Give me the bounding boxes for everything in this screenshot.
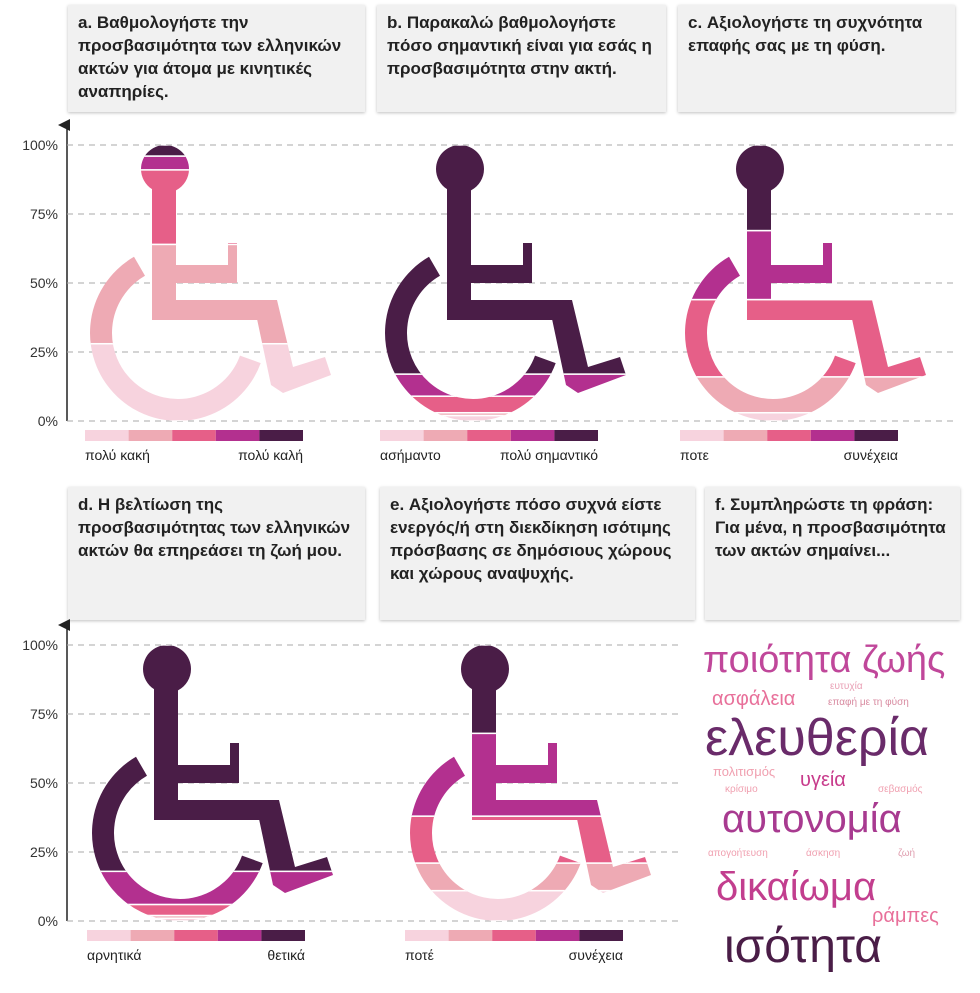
segment bbox=[385, 411, 626, 417]
legend-swatch bbox=[215, 430, 260, 441]
y-tick-label: 50% bbox=[30, 275, 58, 291]
legend-swatch bbox=[680, 430, 724, 441]
y-tick-label: 100% bbox=[22, 137, 58, 153]
legend-swatch bbox=[172, 430, 216, 441]
segment bbox=[410, 815, 651, 864]
legend-swatch bbox=[261, 930, 305, 941]
legend-swatch bbox=[510, 430, 555, 441]
question-box: f. Συμπληρώστε τη φράση: Για μένα, η προ… bbox=[705, 487, 960, 620]
segment bbox=[385, 414, 626, 422]
question-box: c. Αξιολογήστε τη συχνότητα επαφής σας μ… bbox=[678, 5, 955, 112]
segment bbox=[685, 411, 926, 422]
word: σεβασμός bbox=[878, 783, 923, 795]
question-box: e. Αξιολογήστε πόσο συχνά είστε ενεργός/… bbox=[380, 487, 695, 620]
legend-swatch bbox=[579, 930, 623, 941]
question-box: d. Η βελτίωση της προσβασιμότητας των ελ… bbox=[68, 487, 365, 620]
y-tick-label: 25% bbox=[30, 344, 58, 360]
word: άσκηση bbox=[806, 847, 840, 859]
legend-label: πολύ καλή bbox=[238, 447, 303, 463]
segment bbox=[92, 903, 333, 917]
word: ποιότητα ζωής bbox=[703, 639, 945, 681]
legend-swatch bbox=[492, 930, 536, 941]
segment bbox=[385, 373, 626, 397]
segment bbox=[685, 376, 926, 414]
legend-swatch bbox=[467, 430, 511, 441]
segment bbox=[685, 298, 926, 378]
legend-swatch bbox=[130, 930, 175, 941]
word: απογοήτευση bbox=[708, 847, 768, 859]
legend-swatch bbox=[535, 930, 580, 941]
segment bbox=[385, 395, 626, 414]
word: δικαίωμα bbox=[716, 865, 876, 909]
legend-label: αρνητικά bbox=[87, 947, 141, 963]
word: κρίσιμο bbox=[725, 783, 758, 795]
legend-swatch bbox=[174, 930, 218, 941]
legend-swatch bbox=[85, 430, 129, 441]
word: αυτονομία bbox=[722, 797, 902, 841]
word: επαφή με τη φύση bbox=[828, 696, 909, 708]
segment bbox=[410, 732, 651, 817]
legend-swatch bbox=[810, 430, 855, 441]
segment bbox=[385, 145, 626, 375]
legend-swatch bbox=[217, 930, 262, 941]
legend-swatch bbox=[854, 430, 898, 441]
word: πολιτισμός bbox=[713, 764, 775, 779]
y-tick-label: 0% bbox=[38, 413, 58, 429]
question-box: a. Βαθμολογήστε την προσβασιμότητα των ε… bbox=[68, 5, 365, 112]
segment bbox=[90, 169, 331, 246]
legend-swatch bbox=[554, 430, 598, 441]
legend-label: πολύ κακή bbox=[85, 447, 150, 463]
y-tick-label: 25% bbox=[30, 844, 58, 860]
segment bbox=[410, 889, 651, 922]
segment bbox=[90, 145, 331, 157]
segment bbox=[90, 155, 331, 171]
segment bbox=[90, 342, 331, 422]
word: ευτυχία bbox=[830, 680, 863, 692]
word: ελευθερία bbox=[705, 709, 929, 767]
y-tick-label: 0% bbox=[38, 913, 58, 929]
legend-label: ασήμαντο bbox=[380, 447, 441, 463]
legend-swatch bbox=[128, 430, 173, 441]
legend-swatch bbox=[723, 430, 768, 441]
legend-swatch bbox=[405, 930, 449, 941]
legend-swatch bbox=[87, 930, 131, 941]
legend-swatch bbox=[767, 430, 811, 441]
y-tick-label: 50% bbox=[30, 775, 58, 791]
segment bbox=[685, 145, 926, 232]
segment bbox=[92, 645, 333, 873]
y-tick-label: 75% bbox=[30, 706, 58, 722]
legend-swatch bbox=[423, 430, 468, 441]
segment bbox=[92, 914, 333, 919]
segment bbox=[685, 229, 926, 301]
word: ράμπες bbox=[872, 905, 939, 927]
word: ασφάλεια bbox=[712, 688, 795, 710]
legend-label: θετικά bbox=[267, 947, 305, 963]
legend-swatch bbox=[380, 430, 424, 441]
segment bbox=[410, 862, 651, 892]
segment bbox=[410, 645, 651, 735]
word-cloud: ποιότητα ζωής ασφάλεια ευτυχία επαφή με … bbox=[703, 639, 945, 973]
legend-swatch bbox=[448, 930, 493, 941]
legend-label: συνέχεια bbox=[844, 447, 898, 463]
segment bbox=[92, 870, 333, 906]
legend-swatch bbox=[259, 430, 303, 441]
legend-label: πολύ σημαντικό bbox=[500, 447, 598, 463]
word: ισότητα bbox=[724, 920, 882, 973]
legend-label: συνέχεια bbox=[569, 947, 623, 963]
y-tick-label: 75% bbox=[30, 206, 58, 222]
question-box: b. Παρακαλώ βαθμολογήστε πόσο σημαντική … bbox=[377, 5, 666, 112]
legend-label: ποτέ bbox=[405, 947, 434, 963]
segment bbox=[90, 243, 331, 345]
word: υγεία bbox=[800, 769, 846, 791]
y-tick-label: 100% bbox=[22, 637, 58, 653]
legend-label: ποτε bbox=[680, 447, 709, 463]
word: ζωή bbox=[898, 847, 915, 859]
